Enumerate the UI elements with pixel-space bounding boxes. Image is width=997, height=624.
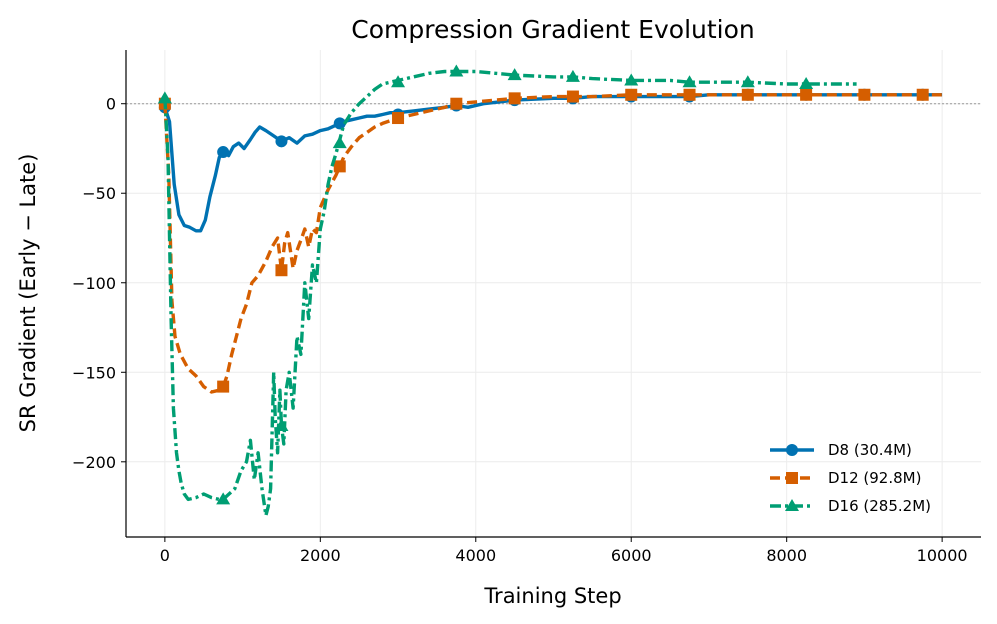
series-marker: [450, 97, 463, 110]
series-marker: [157, 91, 172, 104]
legend: D8 (30.4M) D12 (92.8M) D16 (285.2M): [770, 441, 931, 515]
y-tick-label: −50: [82, 184, 116, 203]
legend-marker: [786, 444, 798, 456]
series-marker: [333, 117, 346, 130]
series-marker: [216, 492, 231, 505]
legend-marker: [786, 472, 798, 484]
legend-label: D16 (285.2M): [828, 497, 931, 515]
series-marker: [507, 68, 522, 81]
y-tick-label: −100: [72, 274, 116, 293]
series-marker: [332, 136, 347, 149]
y-tick-label: −200: [72, 453, 116, 472]
legend-label: D12 (92.8M): [828, 469, 921, 487]
series-marker: [217, 146, 230, 159]
series-marker: [741, 88, 754, 101]
legend-label: D8 (30.4M): [828, 441, 912, 459]
x-axis-label: Training Step: [483, 584, 621, 608]
y-tick-label: 0: [106, 95, 116, 114]
series-marker: [333, 160, 346, 173]
chart-title: Compression Gradient Evolution: [351, 15, 755, 44]
series-line: [163, 69, 857, 518]
x-tick-label: 0: [160, 546, 170, 565]
series-marker: [740, 75, 755, 88]
series-3: [157, 64, 857, 518]
series-marker: [508, 92, 521, 105]
series-marker: [217, 380, 230, 393]
series-lines: [157, 64, 943, 518]
x-tick-label: 4000: [455, 546, 496, 565]
series-marker: [799, 77, 814, 90]
series-marker: [275, 264, 288, 277]
x-tick-label: 8000: [766, 546, 807, 565]
series-marker: [800, 88, 813, 101]
series-marker: [682, 75, 697, 88]
series-marker: [683, 88, 696, 101]
x-tick-label: 6000: [611, 546, 652, 565]
x-ticks: 0 2000 4000 6000 8000 10000: [160, 537, 968, 565]
y-axis-label: SR Gradient (Early − Late): [16, 154, 40, 433]
series-marker: [916, 88, 929, 101]
y-ticks: 0 −50 −100 −150 −200: [72, 95, 126, 472]
series-marker: [858, 88, 871, 101]
series-marker: [566, 90, 579, 103]
legend-marker: [785, 499, 799, 511]
series-marker: [625, 88, 638, 101]
series-marker: [624, 73, 639, 86]
axes: [125, 50, 981, 538]
x-tick-label: 2000: [300, 546, 341, 565]
y-tick-label: −150: [72, 363, 116, 382]
series-marker: [391, 75, 406, 88]
series-2: [158, 88, 943, 394]
series-marker: [274, 418, 289, 431]
series-marker: [275, 135, 288, 148]
series-marker: [565, 69, 580, 82]
series-marker: [449, 64, 464, 77]
x-tick-label: 10000: [917, 546, 968, 565]
series-marker: [392, 112, 405, 125]
